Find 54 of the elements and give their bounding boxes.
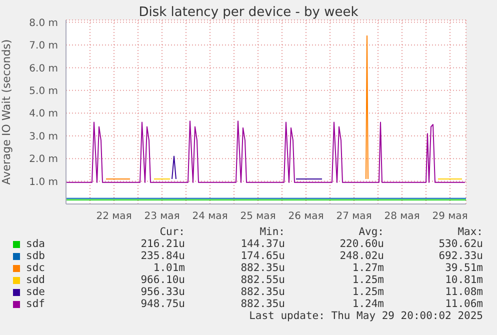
y-tick-label: 1.0 m [29, 176, 58, 188]
text: 216.21u [140, 238, 185, 250]
legend-label: sda [26, 238, 45, 250]
text: 144.37u [240, 238, 285, 250]
text: 11.08m [445, 286, 483, 298]
x-tick-label: 28 мая [384, 211, 420, 222]
text: 10.81m [445, 274, 483, 286]
legend-label: sde [26, 286, 45, 298]
text: Last update: Thu May 29 20:00:02 2025 [249, 310, 483, 322]
text: 1.01m [153, 262, 185, 274]
text: 1.27m [352, 262, 384, 274]
text: 174.65u [240, 250, 285, 262]
x-tick-label: 22 мая [96, 211, 132, 222]
legend-label: sdc [26, 262, 45, 274]
text: 1.25m [352, 274, 384, 286]
x-tick-label: 25 мая [240, 211, 276, 222]
y-tick-label: 2.0 m [29, 154, 58, 166]
text: Max: [458, 226, 483, 238]
y-tick-label: 5.0 m [29, 86, 58, 97]
text: Cur: [160, 226, 185, 238]
text: Min: [260, 226, 285, 238]
text: 966.10u [140, 274, 185, 286]
text: 248.02u [340, 250, 384, 262]
y-axis-title: Average IO Wait (seconds) [0, 39, 13, 185]
text: 235.84u [140, 250, 185, 262]
legend-label: sdf [26, 298, 45, 310]
text: 530.62u [438, 238, 483, 250]
y-tick-label: 3.0 m [29, 131, 58, 142]
y-tick-label: 4.0 m [29, 108, 58, 120]
text: 956.33u [140, 286, 185, 298]
y-tick-label: 6.0 m [29, 63, 58, 74]
x-tick-label: 27 мая [336, 211, 372, 222]
chart-title: Disk latency per device - by week [138, 5, 358, 20]
y-tick-label: 7.0 m [29, 40, 58, 52]
x-tick-label: 24 мая [192, 211, 228, 222]
x-tick-label: 29 мая [432, 211, 468, 222]
text: 948.75u [140, 298, 185, 310]
x-tick-label: 23 мая [144, 211, 180, 222]
legend-label: sdd [26, 274, 45, 286]
text: 882.35u [240, 262, 285, 274]
line-series [66, 120, 466, 183]
legend-label: sdb [26, 250, 45, 262]
text: 220.60u [340, 238, 384, 250]
text: 692.33u [438, 250, 483, 262]
y-tick-label: 8.0 m [29, 18, 58, 29]
x-tick-label: 26 мая [288, 211, 324, 222]
text: 882.55u [240, 274, 285, 286]
text: 11.06m [445, 298, 483, 310]
text: 1.24m [352, 298, 384, 310]
text: 39.51m [445, 262, 483, 274]
text: 1.25m [352, 286, 384, 298]
text: 882.35u [240, 298, 285, 310]
text: Avg: [358, 226, 384, 238]
text: 882.35u [240, 286, 285, 298]
